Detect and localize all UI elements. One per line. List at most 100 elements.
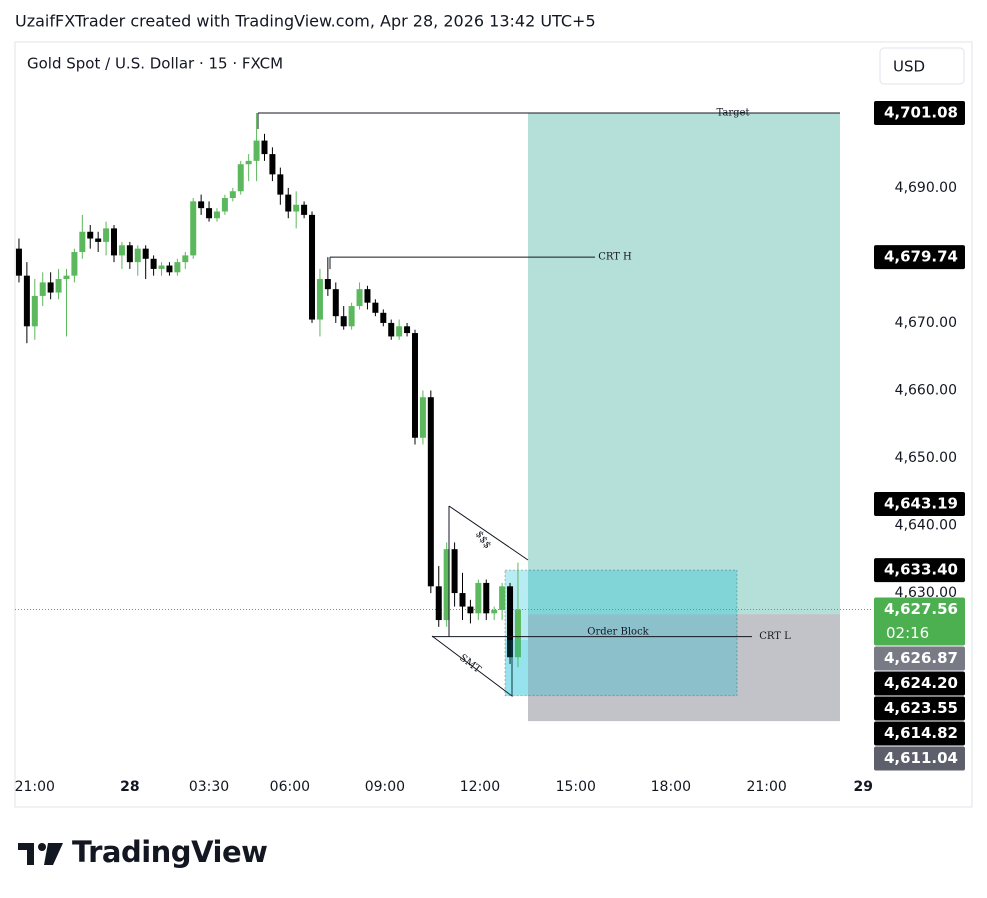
currency-button[interactable] [879, 47, 965, 85]
candle-body [348, 306, 355, 327]
candle-body [309, 214, 316, 320]
candle-body [23, 275, 30, 327]
logo-text: TradingView [72, 835, 267, 869]
candle-body [245, 160, 252, 165]
sss-label: $$$ [473, 529, 493, 551]
candle-body [237, 164, 244, 192]
candle-body [372, 302, 379, 313]
candle-body [190, 201, 197, 256]
candle-body [158, 265, 165, 269]
x-tick-label: 18:00 [651, 779, 691, 795]
position-loss [528, 614, 840, 722]
order-block [504, 569, 738, 697]
candle-body [507, 586, 514, 658]
candle-body [31, 295, 38, 327]
x-tick-label: 21:00 [15, 779, 55, 795]
price-label-text: 4,633.40 [884, 561, 958, 579]
candle-body [499, 586, 506, 610]
price-label-text: 4,623.55 [884, 699, 958, 717]
x-tick-label: 21:00 [746, 779, 786, 795]
candle-body [150, 258, 157, 269]
candle-body [126, 245, 133, 263]
smt-lines [431, 505, 529, 697]
candle-body [63, 275, 70, 280]
candle-body [118, 245, 125, 256]
candle-body [142, 248, 149, 259]
candle-body [95, 238, 102, 242]
crt_h-label: CRT H [598, 252, 632, 263]
y-tick-label: 4,670.00 [895, 315, 957, 331]
smt-zone [505, 640, 528, 696]
order-block-label: Order Block [587, 627, 649, 638]
candle-body [39, 282, 46, 296]
price-label-text: 4,643.19 [884, 494, 958, 512]
x-tick-label: 06:00 [270, 779, 310, 795]
candle-body [47, 282, 54, 293]
candle-body [285, 194, 292, 212]
candle-body [79, 231, 86, 253]
y-tick-label: 4,640.00 [895, 518, 957, 534]
candle-body [435, 586, 442, 621]
candle-body [396, 326, 403, 337]
price-label-text: 4,611.04 [884, 749, 958, 767]
candle-body [293, 204, 300, 212]
x-tick-label: 29 [854, 779, 873, 795]
candle-body [261, 140, 268, 155]
candle-body [483, 582, 490, 614]
candle-body [198, 201, 205, 209]
price-label [874, 491, 965, 516]
price-label [874, 746, 965, 771]
y-tick-label: 4,650.00 [895, 450, 957, 466]
candle-body [206, 208, 213, 219]
price-label-text: 4,701.08 [884, 104, 958, 122]
candle-body [491, 609, 498, 614]
price-label-text: 4,626.87 [884, 649, 958, 667]
price-label-text: 4,614.82 [884, 724, 958, 742]
y-tick-label: 4,690.00 [895, 180, 957, 196]
candle-body [15, 248, 22, 276]
y-tick-label: 4,630.00 [895, 585, 957, 601]
frame [14, 41, 973, 808]
candle-body [356, 289, 363, 307]
x-tick-label: 12:00 [460, 779, 500, 795]
price-label-text: 4,624.20 [884, 674, 958, 692]
price-label-text: 4,679.74 [884, 248, 958, 266]
target-label: Target [717, 108, 750, 119]
candle-body [174, 262, 181, 273]
x-tick-label: 15:00 [556, 779, 596, 795]
price-label [874, 671, 965, 696]
candle-body [182, 255, 189, 263]
candle-body [419, 397, 426, 438]
candle-body [459, 593, 466, 607]
candle-body [514, 609, 521, 658]
candle-body [134, 248, 141, 263]
candle-body [340, 316, 347, 327]
crt_l-label: CRT L [759, 631, 791, 642]
currency[interactable]: USD [893, 58, 925, 76]
price-label [874, 101, 965, 126]
candle-body [55, 279, 62, 293]
y-tick-label: 4,660.00 [895, 382, 957, 398]
candle-body [404, 326, 411, 334]
candle-body [229, 191, 236, 198]
candle-body [380, 312, 387, 323]
countdown: 02:16 [886, 624, 929, 642]
candle-body [277, 174, 284, 195]
candle-body [443, 549, 450, 621]
candle-body [364, 289, 371, 303]
candle-body [388, 322, 395, 337]
candle-body [451, 549, 458, 594]
candle-body [87, 231, 94, 239]
x-tick-label: 03:30 [189, 779, 229, 795]
price-label [874, 558, 965, 583]
candle-body [427, 397, 434, 587]
price-label [874, 696, 965, 721]
price-label [874, 597, 965, 646]
candle-body [166, 265, 173, 273]
chart-title: Gold Spot / U.S. Dollar · 15 · FXCM [27, 55, 283, 73]
price-label-text: 4,627.56 [884, 600, 958, 618]
candle-body [475, 582, 482, 614]
price-label [874, 721, 965, 746]
